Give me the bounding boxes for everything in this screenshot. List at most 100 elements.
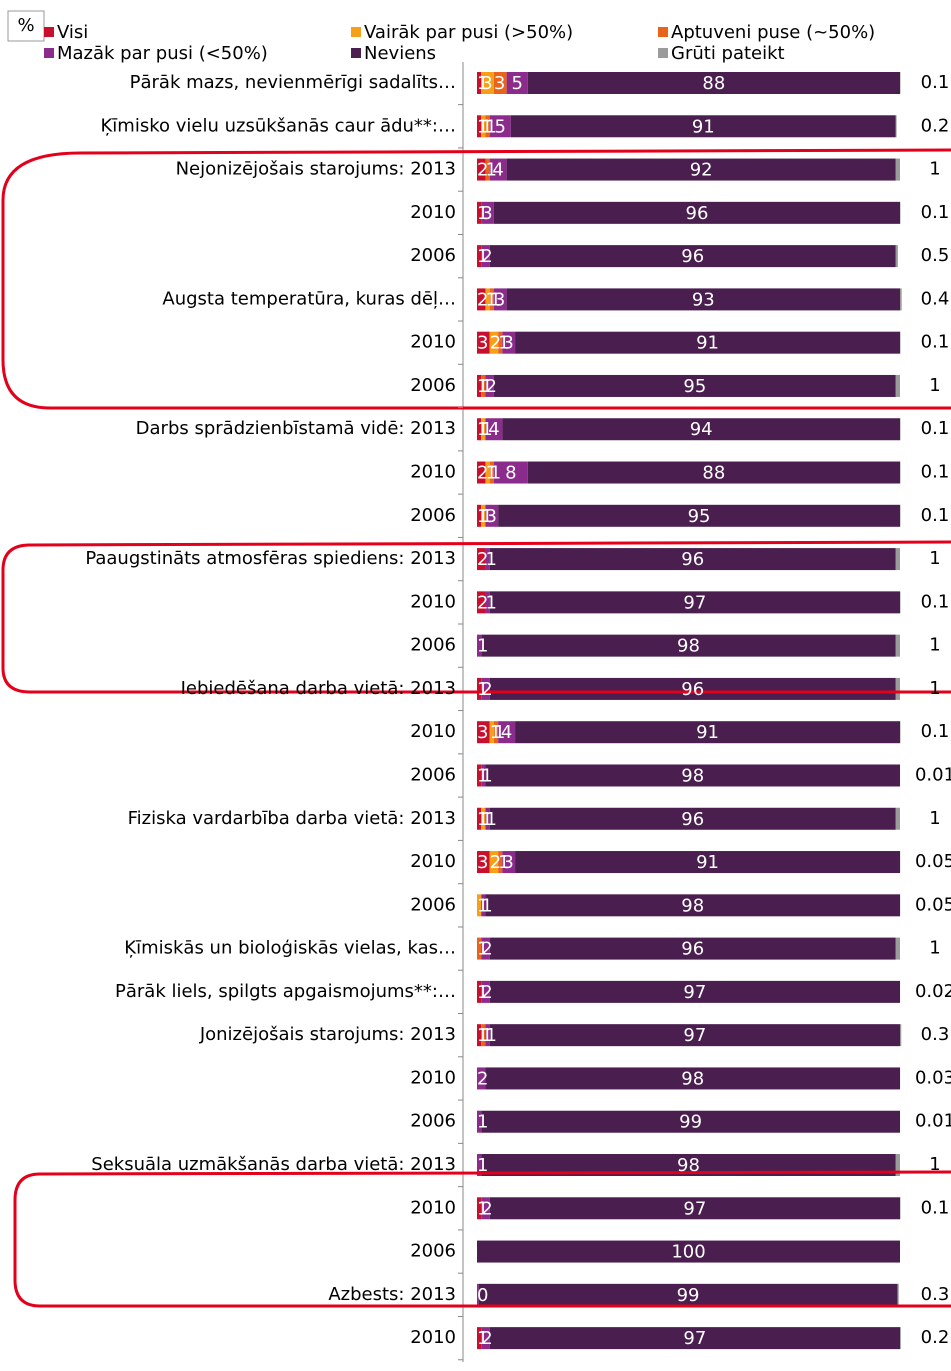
value-label: 4 [488, 419, 499, 440]
bar-segment [515, 721, 900, 744]
bar-segment [895, 937, 900, 960]
legend-swatch [351, 27, 361, 37]
value-label: 1 [477, 1112, 488, 1133]
value-label: 0.1 [921, 505, 950, 526]
category-label: Pārāk mazs, nevienmērīgi sadalīts… [130, 72, 456, 93]
value-label: 1 [485, 463, 496, 484]
value-label: 95 [683, 376, 706, 397]
value-label: 3 [481, 73, 492, 94]
value-label: 97 [683, 982, 706, 1003]
value-label: 1 [477, 1198, 488, 1219]
bar-segment [485, 461, 490, 484]
legend-label: Grūti pateikt [671, 43, 785, 64]
value-label: 4 [492, 160, 503, 181]
value-label: 0.02 [915, 981, 951, 1002]
value-label: 1 [481, 419, 492, 440]
value-label: 1 [481, 116, 492, 137]
value-label: 96 [681, 246, 704, 267]
bar-segment [477, 1154, 482, 1176]
category-label: Jonizējošais starojums: 2013 [199, 1024, 456, 1045]
value-label: 3 [477, 722, 488, 743]
bar-segment [489, 851, 499, 874]
bar-segment [477, 461, 486, 484]
highlights [1, 148, 951, 1308]
bar-segment [477, 1327, 482, 1350]
value-label: 1 [485, 592, 496, 613]
bar-segment [477, 72, 482, 94]
value-label: 1 [929, 1154, 940, 1175]
value-label: 1 [477, 1155, 488, 1176]
bar-segment [493, 721, 499, 744]
bar-segment [502, 331, 516, 354]
bar-segment [477, 374, 482, 397]
bar-segment [485, 591, 490, 614]
value-label: 1 [477, 73, 488, 94]
bar-segment [477, 1024, 482, 1047]
value-label: 2 [477, 463, 488, 484]
category-label: 2006 [410, 505, 456, 526]
value-label: 1 [929, 375, 940, 396]
value-label: 2 [481, 1328, 492, 1349]
value-label: 2 [477, 160, 488, 181]
category-label: 2010 [410, 462, 456, 483]
value-label: 1 [481, 895, 492, 916]
value-label: 97 [683, 1328, 706, 1349]
value-label: 0.05 [915, 894, 951, 915]
bar-segment [477, 158, 486, 181]
value-label: 3 [502, 852, 513, 873]
bar-segment [900, 288, 902, 311]
bar-segment [477, 677, 482, 700]
value-label: 1 [498, 852, 509, 873]
value-label: 98 [677, 636, 700, 657]
value-label: 1 [477, 506, 488, 527]
bar-segment [477, 1067, 486, 1090]
bar-segment [485, 1067, 900, 1090]
value-label: 1 [485, 809, 496, 830]
bar-segment [485, 288, 490, 311]
bar-segment [481, 764, 486, 787]
bar-segment [515, 851, 900, 874]
value-label: 1 [481, 765, 492, 786]
bar-segment [477, 634, 482, 657]
bar-segment [477, 1240, 900, 1263]
value-label: 97 [683, 1025, 706, 1046]
bar-segment [485, 894, 900, 917]
bar-segment [481, 1110, 900, 1133]
bar-segment [485, 1024, 490, 1047]
value-label: 1 [481, 809, 492, 830]
bar-segment [481, 1024, 486, 1047]
bar-segment [477, 721, 490, 744]
bar-segment [502, 418, 900, 441]
value-label: 0.05 [915, 851, 951, 872]
value-label: 1 [929, 938, 940, 959]
value-label: 0.5 [921, 245, 950, 266]
category-label: Fiziska vardarbība darba vietā: 2013 [128, 808, 456, 829]
bar-segment [481, 418, 486, 441]
bar-segment [489, 461, 494, 484]
bar-segment [895, 115, 897, 138]
value-label: 2 [490, 852, 501, 873]
category-label: 2010 [410, 202, 456, 223]
bar-segment [527, 72, 900, 94]
value-label: 5 [511, 73, 522, 94]
value-label: 98 [677, 1155, 700, 1176]
bar-segment [510, 115, 896, 138]
value-label: 97 [683, 592, 706, 613]
bar-segment [481, 1197, 490, 1220]
bar-segment [485, 418, 503, 441]
bar-segment [481, 894, 486, 917]
value-label: 0.1 [921, 462, 950, 483]
value-label: 1 [477, 246, 488, 267]
legend-label: Aptuveni puse (~50%) [671, 22, 875, 43]
value-label: 0.1 [921, 591, 950, 612]
category-label: 2010 [410, 851, 456, 872]
value-label: 0.3 [921, 1024, 950, 1045]
bar-segment [477, 418, 482, 441]
bar-segment [489, 937, 896, 960]
value-label: 1 [485, 1025, 496, 1046]
bar-segment [895, 634, 900, 657]
bar-segment [485, 504, 499, 527]
value-label: 0.1 [921, 202, 950, 223]
value-label: 1 [929, 678, 940, 699]
bar-segment [481, 72, 494, 94]
